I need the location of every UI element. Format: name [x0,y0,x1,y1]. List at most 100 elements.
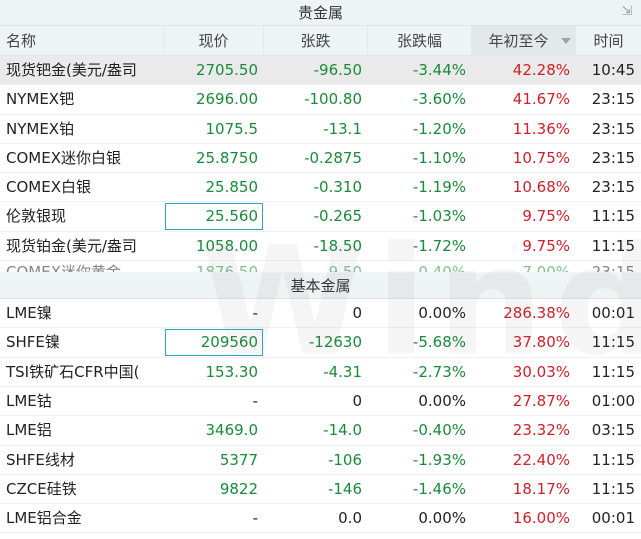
cell-ytd: 30.03% [512,362,570,381]
cell-change: -13.1 [323,119,362,138]
cell-pct: 0.00% [418,391,466,410]
cell-time: 00:01 [591,509,635,528]
sort-desc-icon [561,38,571,44]
cell-name: LME钴 [6,391,52,410]
col-header-name[interactable]: 名称 [0,26,164,56]
cell-price: 25.850 [205,178,259,197]
cell-time: 23:15 [591,119,635,138]
cell-name: SHFE线材 [6,450,75,469]
cell-ytd: 18.17% [512,479,570,498]
cell-name: CZCE硅铁 [6,479,77,498]
table-row[interactable]: 现货钯金(美元/盎司 2705.50 -96.50 -3.44% 42.28% 10:45 [0,56,641,86]
cell-price: 2696.00 [195,90,258,109]
table-row[interactable]: COMEX白银 25.850 -0.310 -1.19% 10.68% 23:15 [0,173,641,203]
cell-pct: -5.68% [412,333,466,352]
cell-pct: -3.44% [412,61,466,79]
cell-pct: -0.40% [412,263,466,273]
cell-ytd: 23.32% [512,421,570,440]
cell-pct: -2.73% [412,362,466,381]
cell-change: 0.0 [338,509,362,528]
cell-time: 00:01 [591,304,635,323]
cell-change: -12630 [308,333,362,352]
cell-price: 9822 [219,479,258,498]
cell-change: -14.0 [323,421,362,440]
cell-price: 153.30 [205,362,259,381]
table-row[interactable]: TSI铁矿石CFR中国(153.30 -4.31 -2.73% 30.03% 11:15 [0,358,641,387]
cell-name: LME铝合金 [6,509,82,528]
cell-price: 5377 [219,450,258,469]
cell-name: TSI铁矿石CFR中国( [6,362,140,381]
cell-price: 1058.00 [195,236,258,255]
cell-time: 23:15 [591,90,635,109]
cell-change: -106 [327,450,362,469]
cell-price: 209560 [164,328,264,356]
cell-price: 1075.5 [205,119,259,138]
cell-price: 25.560 [164,202,264,230]
cell-change: 0 [352,304,362,323]
table-header: 名称 现价 张跌 张跌幅 年初至今 时间 [0,26,641,56]
table-row[interactable]: LME铝合金 - 0.0 0.00% 16.00% 00:01 [0,504,641,534]
table-row[interactable]: NYMEX铂 1075.5 -13.1 -1.20% 11.36% 23:15 [0,115,641,144]
cell-time: 03:15 [591,421,635,440]
cell-time: 23:15 [591,263,635,273]
table-row[interactable]: LME镍 - 0 0.00% 286.38% 00:01 [0,299,641,329]
cell-time: 10:45 [591,61,635,79]
cell-change: -0.265 [313,207,362,226]
precious-rows: 现货钯金(美元/盎司 2705.50 -96.50 -3.44% 42.28% 10:45… [0,56,641,274]
cell-ytd: 37.80% [512,333,570,352]
cell-name: LME镍 [6,304,52,323]
cell-price: 1876.50 [195,263,258,273]
cell-price: 3469.0 [205,421,259,440]
base-rows: LME镍 - 0 0.00% 286.38% 00:01 SHFE镍 209560 -12630… [0,299,641,534]
cell-name: 现货钯金(美元/盎司 [6,61,137,79]
col-header-change[interactable]: 张跌 [264,26,368,56]
cell-ytd: 9.75% [522,236,570,255]
section-title-text: 基本金属 [290,277,351,296]
cell-name: COMEX迷你黄金 [6,263,121,273]
section-title-precious: 贵金属 ⇲ [0,0,641,26]
col-header-price[interactable]: 现价 [164,26,264,56]
cell-pct: -1.03% [412,207,466,226]
cell-change: -0.310 [313,178,362,197]
col-header-ytd[interactable]: 年初至今 [472,26,576,56]
cell-pct: -1.72% [412,236,466,255]
cell-ytd: 41.67% [512,90,570,109]
table-row[interactable]: LME钴 - 0 0.00% 27.87% 01:00 [0,387,641,417]
col-header-time[interactable]: 时间 [593,32,624,50]
cell-time: 01:00 [591,391,635,410]
table-row[interactable]: 现货铂金(美元/盎司 1058.00 -18.50 -1.72% 9.75% 11:15 [0,232,641,262]
precious-metals-section: 贵金属 ⇲ 名称 现价 张跌 张跌幅 年初至今 时间 现货钯金(美元/盎司 270… [0,0,641,274]
cell-time: 11:15 [591,362,635,381]
cell-name: NYMEX钯 [6,90,75,109]
table-row[interactable]: 伦敦银现 25.560 -0.265 -1.03% 9.75% 11:15 [0,202,641,232]
cell-pct: -1.93% [412,450,466,469]
cell-name: 伦敦银现 [6,207,67,226]
cell-ytd: 42.28% [512,61,570,79]
cell-pct: -1.19% [412,178,466,197]
table-row[interactable]: COMEX迷你白银 25.8750 -0.2875 -1.10% 10.75% 23:15 [0,144,641,174]
table-row[interactable]: LME铝 3469.0 -14.0 -0.40% 23.32% 03:15 [0,416,641,446]
table-row[interactable]: CZCE硅铁 9822 -146 -1.46% 18.17% 11:15 [0,475,641,505]
cell-ytd: -7.00% [516,263,570,273]
table-row[interactable]: COMEX迷你黄金 1876.50 -9.50 -0.40% -7.00% 23:15 [0,261,641,274]
cell-ytd: 286.38% [503,304,570,323]
cell-pct: -1.20% [412,119,466,138]
table-row[interactable]: SHFE线材 5377 -106 -1.93% 22.40% 11:15 [0,446,641,475]
table-row[interactable]: SHFE镍 209560 -12630 -5.68% 37.80% 11:15 [0,328,641,358]
cell-change: 0 [352,391,362,410]
cell-pct: -1.46% [412,479,466,498]
cell-pct: -3.60% [412,90,466,109]
cell-ytd: 27.87% [512,391,570,410]
expand-icon[interactable]: ⇲ [621,4,633,19]
cell-price: 2705.50 [195,61,258,79]
cell-name: SHFE镍 [6,333,60,352]
col-header-pct[interactable]: 张跌幅 [368,26,472,56]
cell-time: 11:15 [591,236,635,255]
col-header-ytd-label: 年初至今 [488,32,549,50]
cell-change: -18.50 [313,236,362,255]
cell-pct: 0.00% [418,509,466,528]
table-row[interactable]: NYMEX钯 2696.00 -100.80 -3.60% 41.67% 23:15 [0,85,641,115]
cell-name: 现货铂金(美元/盎司 [6,236,137,255]
cell-pct: -1.10% [412,148,466,167]
cell-time: 11:15 [591,479,635,498]
